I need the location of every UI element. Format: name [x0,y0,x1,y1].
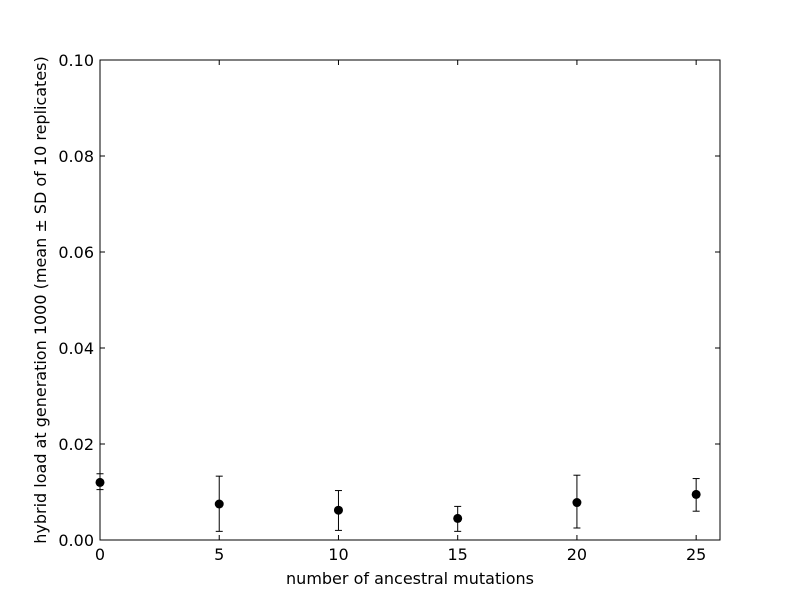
ticks-layer: 0 5 10 15 20 25 0.00 0.02 0.04 0.06 0.08 0.10 [58,51,720,564]
y-tick-label: 0.08 [58,147,94,166]
data-point [572,498,582,508]
x-tick-label: 5 [214,545,224,564]
points-layer [95,473,701,532]
data-point [333,505,343,515]
x-tick-label: 10 [328,545,348,564]
x-tick-label: 0 [95,545,105,564]
data-point [691,489,701,499]
data-point [453,513,463,523]
y-tick-label: 0.04 [58,339,94,358]
y-tick-label: 0.10 [58,51,94,70]
x-tick-label: 25 [686,545,706,564]
data-point [214,499,224,509]
x-axis-label: number of ancestral mutations [286,569,534,588]
x-tick-label: 15 [448,545,468,564]
y-tick-label: 0.06 [58,243,94,262]
y-tick-label: 0.02 [58,435,94,454]
y-tick-label: 0.00 [58,531,94,550]
y-axis-label: hybrid load at generation 1000 (mean ± S… [31,56,50,544]
plot-frame [99,59,721,541]
x-tick-label: 20 [567,545,587,564]
